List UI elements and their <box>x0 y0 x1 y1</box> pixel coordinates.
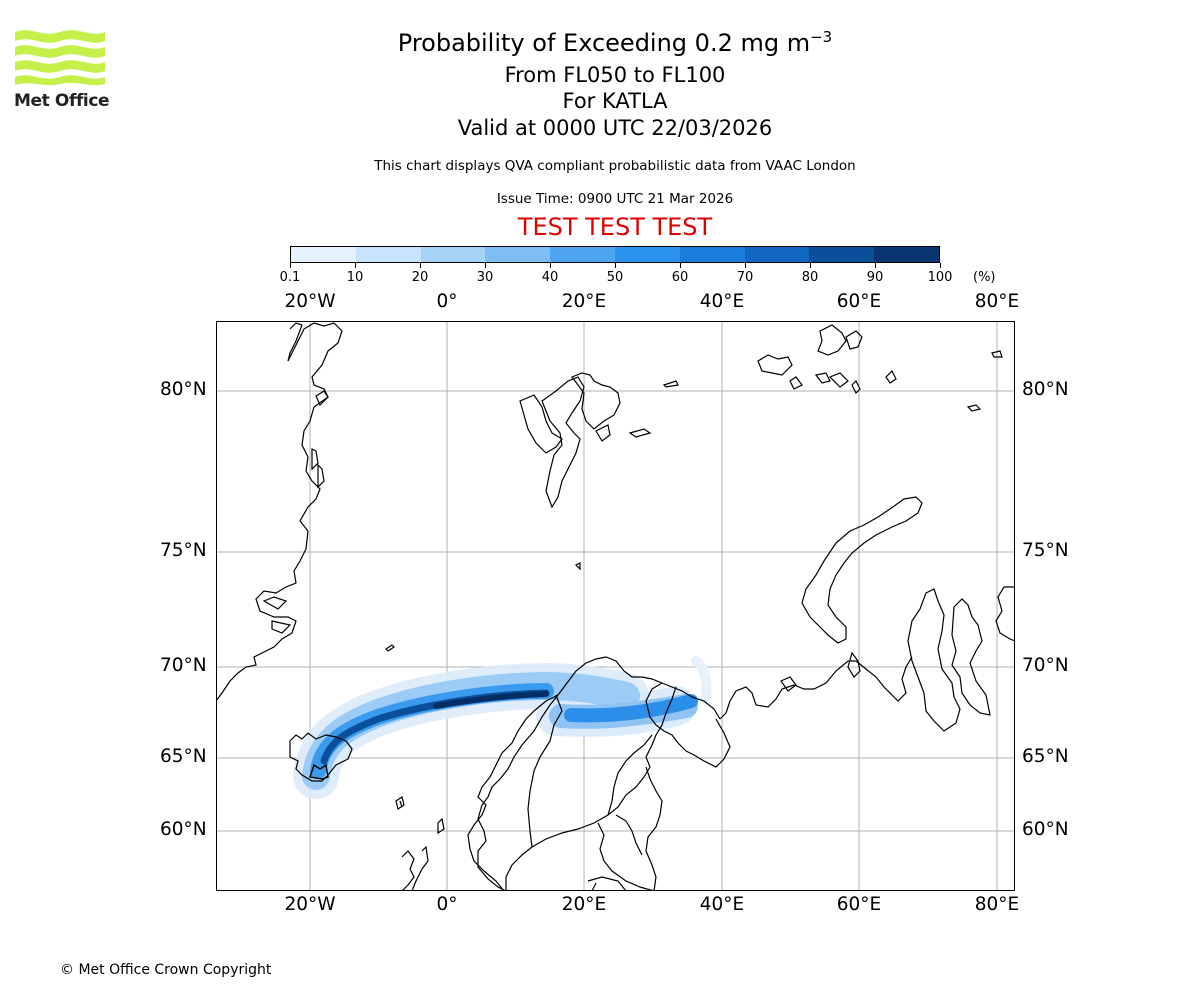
colorbar-unit: (%) <box>973 270 996 285</box>
latitude-label-left: 80°N <box>160 379 207 400</box>
colorbar-segment <box>809 247 875 262</box>
colorbar-segment <box>420 247 486 262</box>
longitude-label-bottom: 80°E <box>974 894 1020 915</box>
longitude-label-top: 60°E <box>836 291 882 312</box>
title-unit-exponent: −3 <box>810 28 833 46</box>
colorbar-tick-label: 90 <box>866 270 884 285</box>
colorbar-tick-mark <box>810 263 811 268</box>
map-background <box>216 321 1015 891</box>
colorbar-segment <box>614 247 680 262</box>
colorbar-tick-label: 60 <box>671 270 689 285</box>
flight-levels: From FL050 to FL100 <box>504 63 726 87</box>
colorbar-tick-mark <box>485 263 486 268</box>
colorbar-tick-label: 10 <box>346 270 364 285</box>
colorbar-tick-mark <box>550 263 551 268</box>
met-office-logo <box>12 28 108 114</box>
latitude-label-left: 65°N <box>160 746 207 767</box>
colorbar-tick-mark <box>940 263 941 268</box>
colorbar-tick-label: 50 <box>606 270 624 285</box>
colorbar-segment <box>744 247 810 262</box>
met-office-waves-icon <box>15 30 105 86</box>
longitude-label-bottom: 0° <box>436 894 458 915</box>
colorbar <box>290 246 940 263</box>
colorbar-tick-label: 30 <box>476 270 494 285</box>
colorbar-tick-mark <box>875 263 876 268</box>
colorbar-tick-mark <box>745 263 746 268</box>
latitude-label-left: 75°N <box>160 540 207 561</box>
longitude-label-bottom: 40°E <box>699 894 745 915</box>
logo-text: Met Office <box>14 91 110 111</box>
latitude-label-left: 70°N <box>160 655 207 676</box>
colorbar-tick-mark <box>680 263 681 268</box>
longitude-label-bottom: 60°E <box>836 894 882 915</box>
title-main: Probability of Exceeding 0.2 mg m <box>397 29 811 57</box>
longitude-label-bottom: 20°E <box>561 894 607 915</box>
ash-plume <box>293 656 712 799</box>
coastlines <box>216 322 1015 891</box>
colorbar-segment <box>679 247 745 262</box>
colorbar-segment <box>355 247 421 262</box>
colorbar-segment <box>485 247 551 262</box>
chart-title: Probability of Exceeding 0.2 mg m−3 <box>0 28 1200 57</box>
katla-volcano-marker <box>309 763 329 780</box>
colorbar-tick-label: 100 <box>927 270 953 285</box>
volcano-name: For KATLA <box>562 89 668 113</box>
latitude-label-right: 65°N <box>1022 746 1069 767</box>
map-frame <box>216 321 1015 891</box>
colorbar-tick-mark <box>290 263 291 268</box>
colorbar-segment <box>550 247 615 262</box>
colorbar-tick-mark <box>420 263 421 268</box>
longitude-label-top: 20°E <box>561 291 607 312</box>
colorbar-segment <box>874 247 939 262</box>
longitude-label-top: 20°W <box>284 291 336 312</box>
longitude-label-top: 40°E <box>699 291 745 312</box>
map-panel <box>216 321 1015 891</box>
longitude-label-top: 80°E <box>974 291 1020 312</box>
colorbar-tick-label: 40 <box>541 270 559 285</box>
colorbar-tick-mark <box>355 263 356 268</box>
data-source-note: This chart displays QVA compliant probab… <box>374 158 856 174</box>
colorbar-tick-label: 80 <box>801 270 819 285</box>
latitude-label-right: 80°N <box>1022 379 1069 400</box>
latitude-label-right: 75°N <box>1022 540 1069 561</box>
issue-time: Issue Time: 0900 UTC 21 Mar 2026 <box>496 191 734 207</box>
copyright-notice: © Met Office Crown Copyright <box>60 962 272 978</box>
longitude-label-bottom: 20°W <box>284 894 336 915</box>
latitude-label-right: 70°N <box>1022 655 1069 676</box>
colorbar-tick-label: 0.1 <box>279 270 301 285</box>
valid-time: Valid at 0000 UTC 22/03/2026 <box>457 116 773 140</box>
test-banner: TEST TEST TEST <box>517 213 713 241</box>
colorbar-tick-label: 20 <box>411 270 429 285</box>
longitude-label-top: 0° <box>436 291 458 312</box>
latitude-label-left: 60°N <box>160 819 207 840</box>
colorbar-tick-mark <box>615 263 616 268</box>
colorbar-segment <box>291 247 356 262</box>
colorbar-tick-label: 70 <box>736 270 754 285</box>
latitude-label-right: 60°N <box>1022 819 1069 840</box>
